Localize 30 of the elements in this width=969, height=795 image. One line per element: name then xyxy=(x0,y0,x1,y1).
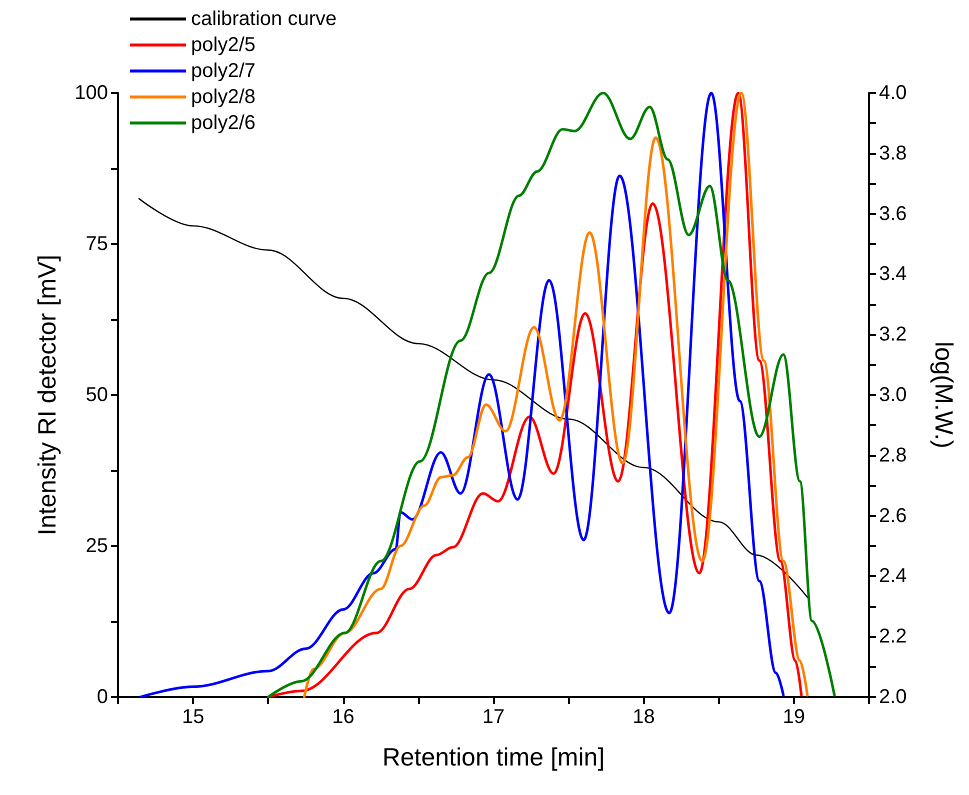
legend-label: poly2/8 xyxy=(191,86,256,108)
y2-tick-label: 2.4 xyxy=(879,565,907,588)
y-tick-label: 50 xyxy=(86,384,108,406)
x-tick-label: 19 xyxy=(782,706,806,728)
y2-tick-label: 2.6 xyxy=(879,504,907,527)
y2-tick-label: 2.2 xyxy=(879,626,907,648)
y-tick-label: 25 xyxy=(86,535,108,557)
x-tick-label: 17 xyxy=(482,706,505,728)
x-tick-label: 18 xyxy=(632,706,655,728)
x-tick-label: 16 xyxy=(332,706,354,728)
legend-label: poly2/6 xyxy=(191,112,256,134)
y2-tick-label: 3.2 xyxy=(879,324,907,346)
y2-tick-label: 2.8 xyxy=(879,444,907,466)
y2-axis-title: log(M.W.) xyxy=(930,342,958,448)
y-tick-label: 100 xyxy=(74,82,108,104)
y2-tick-label: 3.6 xyxy=(879,202,907,225)
legend-label: calibration curve xyxy=(191,8,337,30)
y-axis-title: Intensity RI detector [mV] xyxy=(34,254,62,536)
y2-tick-label: 2.0 xyxy=(879,686,907,708)
y-tick-label: 75 xyxy=(86,233,108,255)
legend-label: poly2/7 xyxy=(191,60,256,82)
legend-label: poly2/5 xyxy=(191,34,256,56)
x-axis-title: Retention time [min] xyxy=(382,744,605,772)
y2-tick-label: 4.0 xyxy=(879,82,907,104)
line-series xyxy=(138,198,808,598)
y-tick-label: 0 xyxy=(96,686,108,708)
x-tick-label: 15 xyxy=(182,706,204,728)
y2-tick-label: 3.4 xyxy=(879,263,907,286)
y2-tick-label: 3.8 xyxy=(879,142,907,164)
y2-tick-label: 3.0 xyxy=(879,384,907,406)
